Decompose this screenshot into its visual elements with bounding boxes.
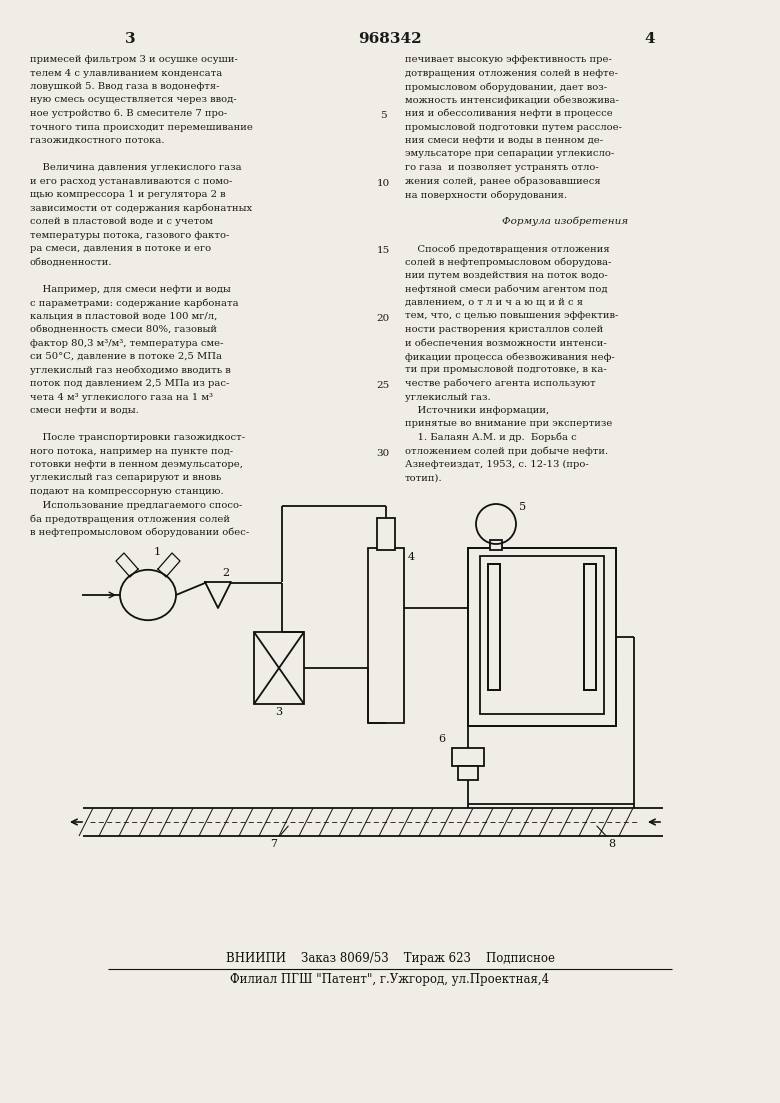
Text: на поверхности оборудования.: на поверхности оборудования. — [405, 190, 567, 200]
Text: 4: 4 — [408, 552, 415, 563]
Text: готовки нефти в пенном деэмульсаторе,: готовки нефти в пенном деэмульсаторе, — [30, 460, 243, 469]
Bar — [488, 564, 500, 690]
Text: После транспортировки газожидкост-: После транспортировки газожидкост- — [30, 433, 245, 442]
Bar — [468, 548, 616, 726]
Text: смеси нефти и воды.: смеси нефти и воды. — [30, 406, 139, 415]
Text: ного потока, например на пункте под-: ного потока, например на пункте под- — [30, 447, 233, 456]
Text: 5: 5 — [519, 502, 526, 512]
Text: ба предотвращения отложения солей: ба предотвращения отложения солей — [30, 514, 230, 524]
Text: тотип).: тотип). — [405, 473, 442, 482]
Text: 25: 25 — [377, 382, 390, 390]
Text: жения солей, ранее образовавшиеся: жения солей, ранее образовавшиеся — [405, 176, 601, 186]
Bar — [488, 564, 500, 690]
Text: 15: 15 — [377, 246, 390, 255]
Bar — [254, 632, 304, 704]
Text: тем, что, с целью повышения эффектив-: тем, что, с целью повышения эффектив- — [405, 311, 619, 321]
Text: 30: 30 — [377, 449, 390, 458]
Text: углекислый газ сепарируют и вновь: углекислый газ сепарируют и вновь — [30, 473, 222, 482]
Text: нии путем воздействия на поток водо-: нии путем воздействия на поток водо- — [405, 271, 608, 280]
Text: ловушкой 5. Ввод газа в водонефтя-: ловушкой 5. Ввод газа в водонефтя- — [30, 82, 219, 92]
Text: 4: 4 — [645, 32, 655, 46]
Text: го газа  и позволяет устранять отло-: го газа и позволяет устранять отло- — [405, 163, 599, 172]
Text: обводненность смеси 80%, газовый: обводненность смеси 80%, газовый — [30, 325, 217, 334]
Text: 1. Балаян А.М. и др.  Борьба с: 1. Балаян А.М. и др. Борьба с — [405, 433, 576, 442]
Text: 7: 7 — [270, 839, 277, 849]
Text: температуры потока, газового факто-: температуры потока, газового факто- — [30, 231, 229, 239]
Text: 1: 1 — [154, 547, 161, 557]
Text: Способ предотвращения отложения: Способ предотвращения отложения — [405, 244, 610, 254]
Text: фактор 80,3 м³/м³, температура сме-: фактор 80,3 м³/м³, температура сме- — [30, 339, 224, 347]
Text: 20: 20 — [377, 313, 390, 323]
Text: 8: 8 — [608, 839, 615, 849]
Text: можность интенсификации обезвожива-: можность интенсификации обезвожива- — [405, 96, 619, 105]
Text: промысловом оборудовании, дает воз-: промысловом оборудовании, дает воз- — [405, 82, 607, 92]
Text: си 50°С, давление в потоке 2,5 МПа: си 50°С, давление в потоке 2,5 МПа — [30, 352, 222, 361]
Text: ра смеси, давления в потоке и его: ра смеси, давления в потоке и его — [30, 244, 211, 253]
Text: примесей фильтром 3 и осушке осуши-: примесей фильтром 3 и осушке осуши- — [30, 55, 238, 64]
Polygon shape — [205, 582, 231, 608]
Text: печивает высокую эффективность пре-: печивает высокую эффективность пре- — [405, 55, 612, 64]
Text: ное устройство 6. В смесителе 7 про-: ное устройство 6. В смесителе 7 про- — [30, 109, 227, 118]
Bar — [377, 518, 395, 550]
Text: и обеспечения возможности интенси-: и обеспечения возможности интенси- — [405, 339, 607, 347]
Text: нефтяной смеси рабочим агентом под: нефтяной смеси рабочим агентом под — [405, 285, 608, 295]
Text: обводненности.: обводненности. — [30, 257, 112, 267]
Text: с параметрами: содержание карбоната: с параметрами: содержание карбоната — [30, 298, 239, 308]
Text: подают на компрессорную станцию.: подают на компрессорную станцию. — [30, 488, 224, 496]
Text: кальция в пластовой воде 100 мг/л,: кальция в пластовой воде 100 мг/л, — [30, 311, 218, 321]
Text: честве рабочего агента используют: честве рабочего агента используют — [405, 379, 596, 388]
Text: чета 4 м³ углекислого газа на 1 м³: чета 4 м³ углекислого газа на 1 м³ — [30, 393, 213, 401]
Text: Величина давления углекислого газа: Величина давления углекислого газа — [30, 163, 242, 172]
Bar — [452, 748, 484, 765]
Text: 5: 5 — [380, 111, 386, 120]
Text: промысловой подготовки путем расслое-: промысловой подготовки путем расслое- — [405, 122, 622, 131]
Polygon shape — [158, 553, 180, 577]
Bar — [468, 548, 616, 726]
Text: ния смеси нефти и воды в пенном де-: ния смеси нефти и воды в пенном де- — [405, 136, 603, 144]
Text: углекислый газ.: углекислый газ. — [405, 393, 491, 401]
Bar — [468, 548, 616, 726]
Text: 968342: 968342 — [358, 32, 422, 46]
Text: ти при промысловой подготовке, в ка-: ти при промысловой подготовке, в ка- — [405, 365, 607, 375]
Text: 2: 2 — [222, 568, 229, 578]
Text: Источники информации,: Источники информации, — [405, 406, 549, 415]
Bar — [458, 765, 478, 780]
Text: 3: 3 — [275, 707, 282, 717]
Text: газожидкостного потока.: газожидкостного потока. — [30, 136, 165, 144]
Text: углекислый газ необходимо вводить в: углекислый газ необходимо вводить в — [30, 365, 231, 375]
Text: 6: 6 — [438, 733, 445, 745]
Bar — [480, 556, 604, 714]
Text: принятые во внимание при экспертизе: принятые во внимание при экспертизе — [405, 419, 612, 428]
Text: солей в нефтепромысловом оборудова-: солей в нефтепромысловом оборудова- — [405, 257, 612, 267]
Text: Филиал ПГШ "Патент", г.Ужгород, ул.Проектная,4: Филиал ПГШ "Патент", г.Ужгород, ул.Проек… — [230, 973, 550, 986]
Text: Использование предлагаемого спосо-: Использование предлагаемого спосо- — [30, 501, 243, 510]
Text: Формула изобретения: Формула изобретения — [502, 217, 628, 226]
Text: Азнефтеиздат, 1953, с. 12-13 (про-: Азнефтеиздат, 1953, с. 12-13 (про- — [405, 460, 589, 469]
Text: точного типа происходит перемешивание: точного типа происходит перемешивание — [30, 122, 253, 131]
Text: щью компрессора 1 и регулятора 2 в: щью компрессора 1 и регулятора 2 в — [30, 190, 225, 199]
Text: ности растворения кристаллов солей: ности растворения кристаллов солей — [405, 325, 603, 334]
Text: фикации процесса обезвоживания неф-: фикации процесса обезвоживания неф- — [405, 352, 615, 362]
Polygon shape — [116, 553, 138, 577]
Bar — [490, 540, 502, 550]
Text: 3: 3 — [125, 32, 135, 46]
Text: солей в пластовой воде и с учетом: солей в пластовой воде и с учетом — [30, 217, 213, 226]
Text: ную смесь осуществляется через ввод-: ную смесь осуществляется через ввод- — [30, 96, 236, 105]
Text: отложением солей при добыче нефти.: отложением солей при добыче нефти. — [405, 447, 608, 456]
Text: эмульсаторе при сепарации углекисло-: эмульсаторе при сепарации углекисло- — [405, 150, 615, 159]
Text: в нефтепромысловом оборудовании обес-: в нефтепромысловом оборудовании обес- — [30, 527, 250, 537]
Text: 10: 10 — [377, 179, 390, 188]
Text: Например, для смеси нефти и воды: Например, для смеси нефти и воды — [30, 285, 231, 293]
Bar — [584, 564, 596, 690]
Text: зависимости от содержания карбонатных: зависимости от содержания карбонатных — [30, 203, 252, 213]
Bar — [584, 564, 596, 690]
Text: поток под давлением 2,5 МПа из рас-: поток под давлением 2,5 МПа из рас- — [30, 379, 229, 388]
Text: ния и обессоливания нефти в процессе: ния и обессоливания нефти в процессе — [405, 109, 613, 118]
Bar — [368, 548, 404, 722]
Text: дотвращения отложения солей в нефте-: дотвращения отложения солей в нефте- — [405, 68, 618, 77]
Text: и его расход устанавливаются с помо-: и его расход устанавливаются с помо- — [30, 176, 232, 185]
Text: давлением, о т л и ч а ю щ и й с я: давлением, о т л и ч а ю щ и й с я — [405, 298, 583, 307]
Text: телем 4 с улавливанием конденсата: телем 4 с улавливанием конденсата — [30, 68, 222, 77]
Text: ВНИИПИ    Заказ 8069/53    Тираж 623    Подписное: ВНИИПИ Заказ 8069/53 Тираж 623 Подписное — [225, 952, 555, 965]
